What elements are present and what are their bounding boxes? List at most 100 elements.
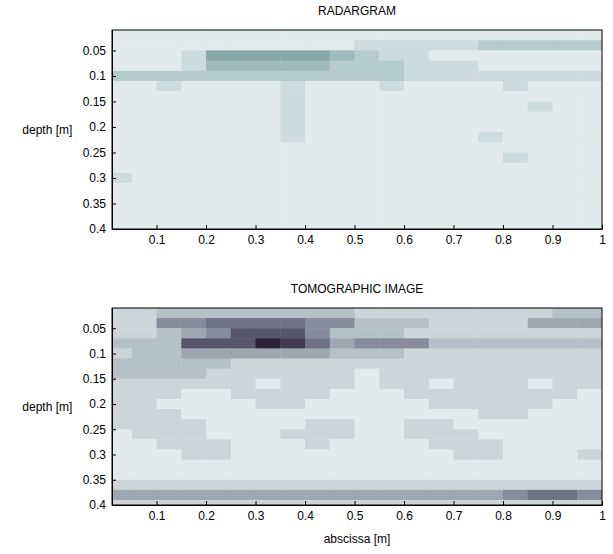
- heatmap-cell: [454, 490, 479, 501]
- tick-mark: [553, 501, 554, 505]
- heatmap-cell: [355, 112, 380, 123]
- heatmap-cell: [305, 369, 330, 380]
- y-tick: 0.05: [83, 44, 116, 58]
- heatmap-cell: [528, 91, 553, 102]
- heatmap-cell: [429, 132, 454, 143]
- heatmap-cell: [553, 379, 578, 390]
- heatmap-cell: [280, 460, 305, 471]
- heatmap-cell: [305, 91, 330, 102]
- chart-title: RADARGRAM: [318, 4, 396, 18]
- heatmap-cell: [429, 50, 454, 61]
- heatmap-cell: [454, 379, 479, 390]
- heatmap-cell: [379, 183, 404, 194]
- heatmap-cell: [429, 61, 454, 72]
- heatmap-cell: [379, 348, 404, 359]
- heatmap-cell: [280, 122, 305, 133]
- heatmap-cell: [256, 308, 281, 319]
- heatmap-cell: [231, 500, 256, 505]
- heatmap-cell: [181, 40, 206, 51]
- heatmap-cell: [256, 112, 281, 123]
- tick-mark: [206, 225, 207, 229]
- x-tick: 0.5: [347, 225, 364, 247]
- heatmap-cell: [112, 500, 132, 505]
- heatmap-cell: [112, 490, 132, 501]
- heatmap-cell: [503, 328, 528, 339]
- heatmap-cell: [503, 30, 528, 41]
- heatmap-cell: [379, 490, 404, 501]
- heatmap-cell: [404, 173, 429, 184]
- heatmap-cell: [157, 500, 182, 505]
- heatmap-cell: [112, 193, 132, 204]
- heatmap-cell: [112, 379, 132, 390]
- heatmap-cell: [181, 328, 206, 339]
- heatmap-cell: [528, 460, 553, 471]
- heatmap-cell: [379, 163, 404, 174]
- heatmap-cell: [429, 409, 454, 420]
- heatmap-cell: [528, 173, 553, 184]
- heatmap-cell: [112, 318, 132, 329]
- heatmap-cell: [577, 214, 602, 225]
- heatmap-cell: [305, 460, 330, 471]
- heatmap-cell: [330, 152, 355, 163]
- heatmap-cell: [157, 490, 182, 501]
- heatmap-cell: [355, 348, 380, 359]
- heatmap-cell: [503, 173, 528, 184]
- heatmap-cell: [503, 480, 528, 491]
- heatmap-cell: [181, 173, 206, 184]
- plot-frame: [112, 308, 602, 505]
- heatmap-cell: [553, 183, 578, 194]
- heatmap-cell: [503, 142, 528, 153]
- heatmap-cell: [577, 193, 602, 204]
- heatmap-cell: [429, 308, 454, 319]
- y-tick: 0.15: [83, 95, 116, 109]
- heatmap-cell: [280, 308, 305, 319]
- heatmap-cell: [478, 71, 503, 82]
- heatmap-cell: [478, 399, 503, 410]
- heatmap-cell: [112, 101, 132, 112]
- heatmap-cell: [330, 308, 355, 319]
- heatmap-cell: [157, 399, 182, 410]
- tick-label: 0.6: [396, 233, 413, 247]
- heatmap-cell: [454, 101, 479, 112]
- heatmap-cell: [379, 112, 404, 123]
- heatmap-cell: [503, 490, 528, 501]
- heatmap-cell: [528, 214, 553, 225]
- heatmap-cell: [305, 439, 330, 450]
- heatmap-cell: [181, 308, 206, 319]
- heatmap-cell: [280, 409, 305, 420]
- heatmap-cell: [379, 308, 404, 319]
- heatmap-cell: [206, 318, 231, 329]
- heatmap-cell: [206, 50, 231, 61]
- heatmap-cell: [231, 142, 256, 153]
- heatmap-cell: [404, 399, 429, 410]
- heatmap-cell: [181, 379, 206, 390]
- tick-label: 0.3: [248, 233, 265, 247]
- heatmap-cell: [206, 101, 231, 112]
- heatmap-cell: [305, 308, 330, 319]
- heatmap-cell: [577, 429, 602, 440]
- axis-line: [112, 309, 113, 506]
- heatmap-cell: [231, 91, 256, 102]
- heatmap-cell: [256, 30, 281, 41]
- y-axis: 0.050.10.150.20.250.30.350.4: [83, 31, 116, 237]
- heatmap-cell: [553, 132, 578, 143]
- heatmap-cell: [429, 328, 454, 339]
- heatmap-cell: [330, 490, 355, 501]
- heatmap-cell: [577, 173, 602, 184]
- heatmap-cell: [355, 91, 380, 102]
- heatmap-cell: [454, 429, 479, 440]
- heatmap-cell: [404, 379, 429, 390]
- tick-mark: [454, 225, 455, 229]
- heatmap-cell: [256, 399, 281, 410]
- heatmap-cell: [206, 429, 231, 440]
- heatmap-cell: [478, 91, 503, 102]
- heatmap-cell: [280, 318, 305, 329]
- heatmap-cell: [280, 30, 305, 41]
- heatmap-cell: [330, 71, 355, 82]
- heatmap-cell: [330, 460, 355, 471]
- heatmap-cell: [429, 318, 454, 329]
- heatmap-cell: [280, 224, 305, 229]
- heatmap-cell: [181, 439, 206, 450]
- heatmap-cell: [528, 328, 553, 339]
- heatmap-cell: [379, 173, 404, 184]
